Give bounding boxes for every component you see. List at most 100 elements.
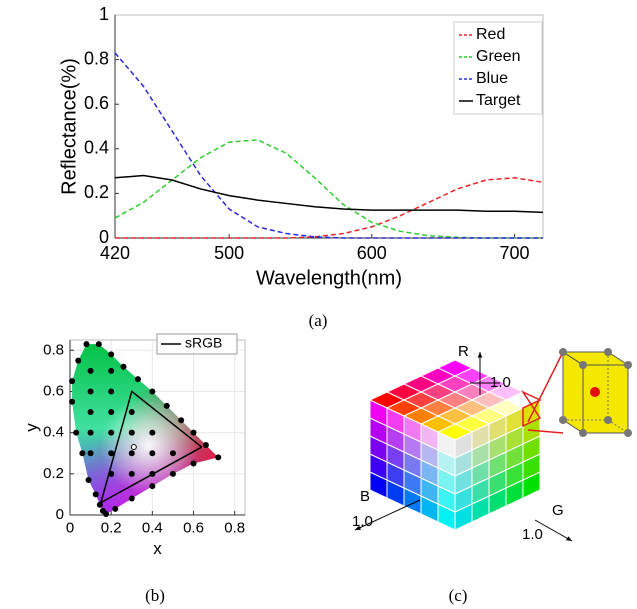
sample-point [149, 388, 156, 395]
axis-max-label: 1.0 [522, 526, 543, 543]
x-tick-label: 700 [499, 243, 529, 263]
arrow-head [566, 536, 572, 541]
reflectance-chart: 0 0.2 0.4 0.6 0.8 1 420 500 600 700 Wavelength(nm)… [58, 4, 544, 290]
sample-point [79, 450, 86, 457]
sample-point [120, 363, 127, 370]
sample-point [99, 507, 106, 514]
sample-point [215, 454, 222, 461]
zoom-line [527, 429, 564, 434]
sample-point [108, 351, 115, 358]
sample-point [149, 483, 156, 490]
legend-label: sRGB [185, 335, 222, 351]
y-tick-label: 0.2 [43, 465, 64, 482]
y-axis-title: Reflectance(%) [58, 58, 80, 195]
sample-point [87, 429, 94, 436]
y-tick-label: 0.2 [84, 182, 109, 202]
sample-point [128, 450, 135, 457]
arrow-head [477, 352, 483, 358]
sample-point [190, 460, 197, 467]
sample-point [202, 442, 209, 448]
y-tick-label: 0 [56, 506, 64, 523]
x-tick-label: 500 [214, 243, 244, 263]
sample-point [134, 376, 141, 383]
sample-point [87, 409, 94, 416]
axis-label: B [360, 488, 370, 505]
series-line [114, 52, 543, 239]
caption: (b) [145, 586, 165, 605]
sample-point [178, 417, 185, 424]
sample-point [128, 495, 135, 502]
zoom-vertices [559, 348, 632, 437]
x-tick-label: 420 [100, 243, 130, 263]
y-tick-label: 0 [99, 227, 109, 247]
y-tick-label: 0.8 [84, 48, 109, 68]
x-tick-label: 0.6 [183, 519, 204, 536]
sample-point [149, 429, 156, 436]
x-axis-title: x [153, 539, 162, 558]
sample-point [108, 367, 115, 374]
axis-label: R [458, 343, 469, 360]
sample-point [108, 388, 115, 395]
legend-label: Target [476, 92, 521, 109]
y-tick-label: 0.6 [84, 93, 109, 113]
x-tick-label: 0.2 [101, 519, 122, 536]
y-axis-title: y [22, 423, 41, 432]
y-tick-label: 0.8 [43, 341, 64, 358]
series-line [114, 139, 543, 239]
arrow-head [355, 525, 361, 530]
srgb-triangle [99, 390, 203, 505]
legend-label: Blue [476, 70, 508, 87]
highlight-cube [520, 390, 542, 428]
y-tick-label: 0.4 [84, 138, 109, 158]
sample-point [128, 429, 135, 436]
axis-arrow [534, 519, 573, 542]
legend-box [156, 333, 238, 355]
series-line [114, 174, 544, 214]
x-tick-label: 0.8 [224, 519, 245, 536]
y-tick-label: 1 [99, 4, 109, 24]
gamut-fill [72, 344, 219, 514]
sample-point [112, 505, 119, 512]
zoom-inset [527, 348, 632, 437]
sample-point [75, 357, 82, 364]
sample-point [169, 450, 176, 457]
zoom-center [590, 387, 600, 397]
legend-box [453, 21, 543, 115]
sample-point [108, 450, 115, 457]
sample-point [128, 470, 135, 477]
rgb-cube-diagram: R 1.0 B 1.0 G 1.0 [352, 343, 573, 543]
sample-point [87, 450, 94, 457]
legend-label: Green [476, 48, 520, 65]
sample-point [95, 341, 102, 348]
axis-max-label: 1.0 [490, 374, 511, 391]
caption: (c) [449, 586, 468, 605]
y-tick-label: 0.6 [43, 382, 64, 399]
sample-point [108, 409, 115, 416]
caption: (a) [309, 311, 328, 330]
x-axis-title: Wavelength(nm) [256, 268, 402, 290]
sample-point [87, 367, 94, 374]
sample-point [83, 341, 90, 348]
sample-point [69, 378, 76, 385]
legend-label: Red [476, 26, 505, 43]
cube-face [454, 431, 473, 459]
sample-point [169, 470, 176, 477]
x-tick-label: 600 [357, 243, 387, 263]
sample-point [163, 402, 170, 409]
sample-point [73, 429, 80, 436]
sample-point [128, 409, 135, 416]
sample-point [190, 429, 197, 436]
white-point [130, 444, 137, 451]
sample-point [85, 477, 92, 483]
x-tick-label: 0.4 [142, 519, 163, 536]
axis-label: G [552, 502, 564, 519]
axis-arrow [354, 499, 421, 531]
y-tick-label: 0.4 [43, 424, 64, 441]
sample-point [149, 450, 156, 457]
sample-point [92, 491, 99, 498]
sample-point [69, 398, 76, 405]
zoom-line [527, 351, 564, 423]
axis-max-label: 1.0 [352, 513, 373, 530]
sample-point [108, 429, 115, 436]
